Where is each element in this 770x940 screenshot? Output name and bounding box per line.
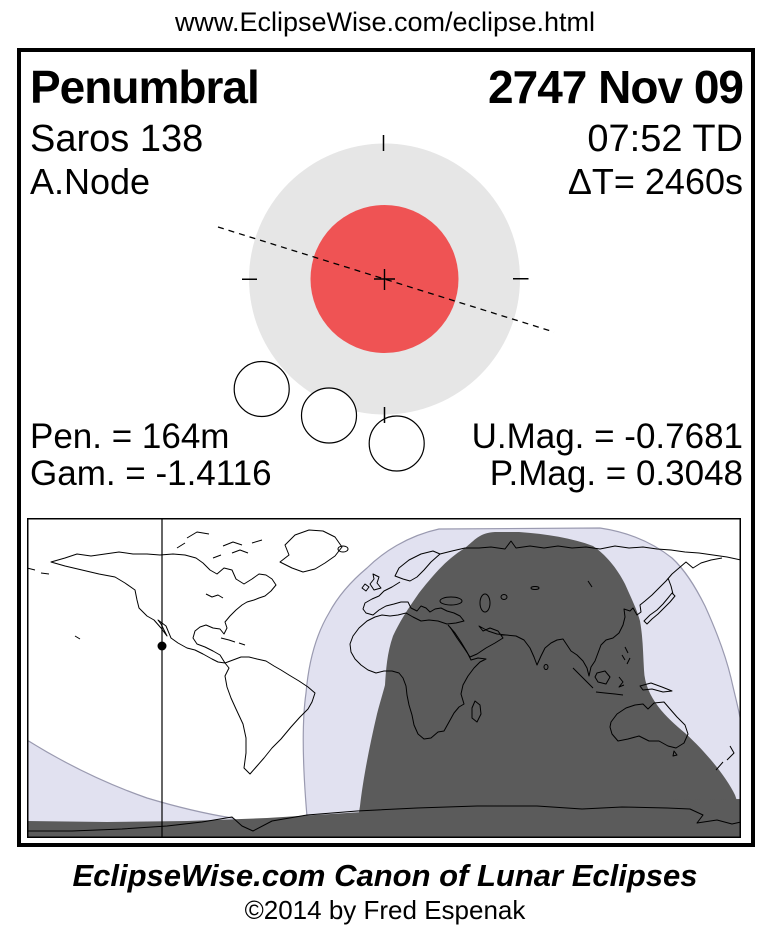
stat-gamma: Gam. = -1.4116 — [30, 454, 272, 493]
penumbra-tick-marks — [242, 135, 529, 423]
visibility-map — [27, 518, 741, 838]
coastlines — [27, 530, 741, 831]
node-label: A.Node — [30, 161, 151, 202]
delta-t-value: ΔT= 2460s — [567, 161, 743, 202]
plate-frame: Penumbral Saros 138 A.Node 2747 Nov 09 0… — [17, 48, 755, 847]
eclipse-time: 07:52 TD — [587, 118, 743, 160]
partial-visibility-wedge — [27, 740, 242, 823]
sublunar-point-marker — [157, 641, 167, 651]
eclipse-type-label: Penumbral — [30, 61, 260, 113]
copyright-text: ©2014 by Fred Espenak — [244, 895, 526, 925]
saros-label: Saros 138 — [30, 118, 204, 160]
url-text: www.EclipseWise.com/eclipse.html — [174, 7, 596, 37]
map-frame — [28, 519, 741, 838]
eclipse-date: 2747 Nov 09 — [488, 61, 744, 113]
shadow-center-cross-icon — [374, 269, 395, 290]
stat-penumbral-duration: Pen. = 164m — [30, 417, 230, 456]
moon-position-circle-2 — [302, 388, 357, 443]
canon-title: EclipseWise.com Canon of Lunar Eclipses — [72, 858, 698, 893]
moon-position-circle-3 — [369, 416, 424, 471]
shadow-diagram — [21, 52, 751, 843]
eclipse-not-visible-strip — [27, 799, 741, 838]
moon-position-circle-1 — [234, 362, 289, 417]
eclipse-not-visible-dome — [357, 532, 741, 838]
stat-penumbral-magnitude: P.Mag. = 0.3048 — [489, 454, 743, 493]
stat-umbral-magnitude: U.Mag. = -0.7681 — [471, 417, 743, 456]
